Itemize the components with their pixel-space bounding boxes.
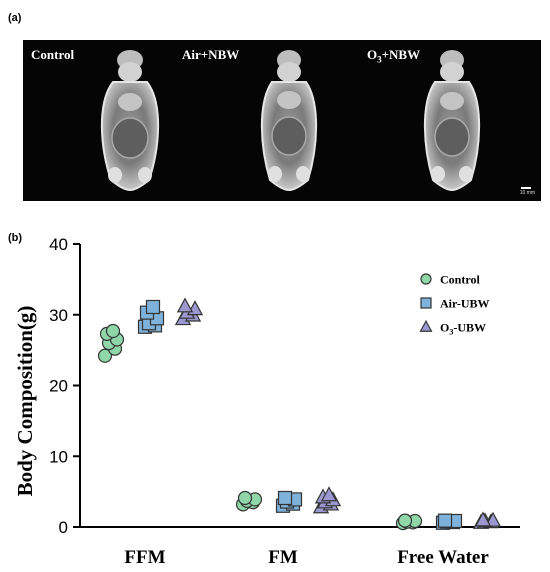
mri-caption-o3: O3+NBW (367, 47, 421, 65)
x-category-label: FM (268, 547, 298, 568)
mri-image-strip: Control Air+NBW O3+NBW 10 mm (23, 40, 541, 201)
legend-marker (420, 297, 432, 309)
mri-caption-air: Air+NBW (182, 47, 240, 62)
x-category-label: FFM (124, 547, 165, 568)
panel-a-label: (a) (8, 12, 22, 24)
chart-legend: Control Air-UBW O3-UBW (419, 273, 490, 337)
data-point (437, 513, 453, 528)
y-tick-label: 30 (49, 306, 68, 325)
data-point (97, 348, 113, 363)
legend-marker (419, 319, 433, 332)
mri-scans-illustration (100, 50, 481, 192)
mri-caption-control: Control (31, 47, 75, 62)
x-category-label: Free Water (397, 547, 489, 568)
scale-bar-label: 10 mm (519, 190, 535, 196)
legend-label: Control (440, 273, 480, 287)
y-tick-label: 40 (49, 235, 68, 254)
legend-label: Air-UBW (440, 297, 490, 311)
data-points (97, 297, 502, 531)
panel-b-label: (b) (8, 232, 23, 244)
data-point (397, 513, 413, 528)
scale-bar (521, 187, 531, 189)
body-composition-chart: 0 10 20 30 40 FFM FM Free Water Control Air-UBW… (13, 235, 520, 568)
data-point (484, 511, 502, 527)
y-axis-ticks: 0 10 20 30 40 (49, 235, 80, 537)
data-point (105, 323, 121, 339)
legend-marker (420, 273, 432, 285)
data-point (176, 297, 194, 313)
data-point (474, 511, 492, 527)
y-axis-title: Body Composition(g) (13, 306, 37, 497)
legend-label: O3-UBW (440, 321, 486, 337)
data-point (237, 490, 253, 506)
mri-scan-control (100, 50, 160, 192)
data-point (145, 299, 161, 315)
y-tick-label: 20 (49, 377, 68, 396)
data-point (320, 486, 338, 502)
x-axis-categories: FFM FM Free Water (124, 547, 489, 568)
data-point (277, 490, 293, 506)
mri-scan-air (260, 50, 318, 192)
mri-scan-o3 (423, 50, 481, 192)
y-tick-label: 0 (59, 518, 68, 537)
y-tick-label: 10 (49, 447, 68, 466)
